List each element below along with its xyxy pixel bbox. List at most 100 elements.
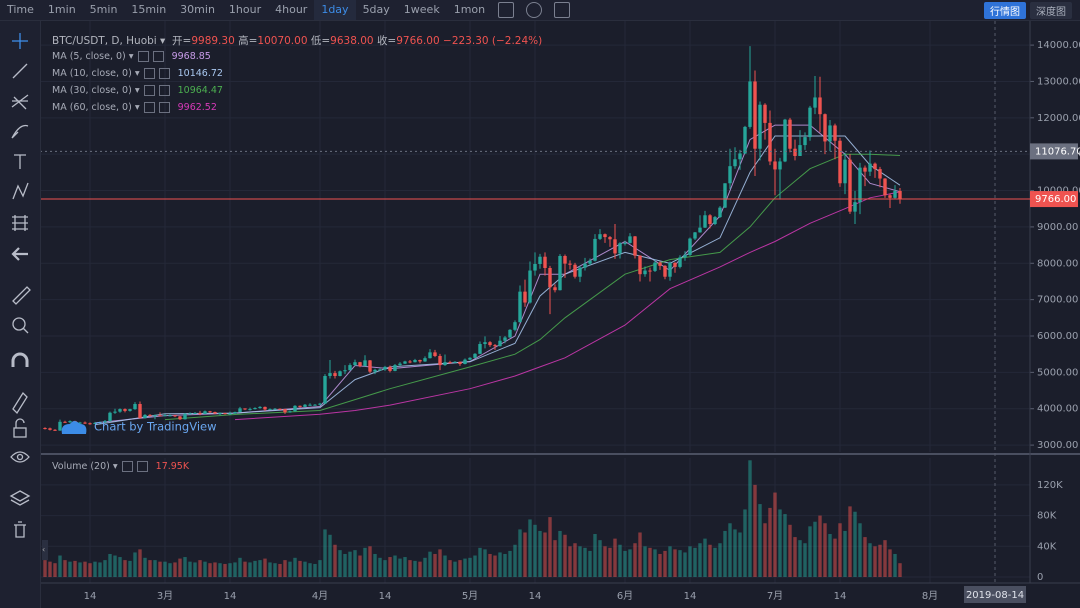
- volume-bar: [678, 550, 682, 578]
- fib-tool[interactable]: [11, 94, 29, 110]
- interval-button[interactable]: 1week: [403, 3, 440, 16]
- ohlc-value: 9989.30: [191, 35, 235, 47]
- close-box[interactable]: [158, 85, 170, 96]
- candle-body: [308, 404, 312, 406]
- volume-bar: [278, 563, 282, 578]
- volume-bar: [758, 504, 762, 578]
- pencil-lock-tool[interactable]: [12, 391, 28, 415]
- volume-bar: [188, 561, 192, 578]
- volume-bar: [393, 555, 397, 578]
- brush-tool[interactable]: [11, 124, 29, 139]
- interval-button[interactable]: 1mon: [453, 3, 486, 16]
- candle-body: [883, 178, 887, 196]
- eye-tool[interactable]: [10, 451, 30, 463]
- candle-body: [673, 262, 677, 267]
- collapse-handle[interactable]: ‹: [42, 540, 48, 560]
- text-tool[interactable]: [14, 154, 26, 169]
- volume-bar: [203, 561, 207, 578]
- view-button[interactable]: 深度图: [1030, 2, 1072, 19]
- close-box[interactable]: [152, 51, 164, 62]
- candle-body: [838, 140, 842, 184]
- interval-button[interactable]: 4hour: [275, 3, 308, 16]
- interval-button[interactable]: 5min: [89, 3, 118, 16]
- pattern-tool[interactable]: [12, 182, 29, 200]
- interval-button[interactable]: 15min: [131, 3, 167, 16]
- trend-line-tool[interactable]: [12, 63, 28, 79]
- settings-box[interactable]: [143, 102, 155, 113]
- lock-tool[interactable]: [13, 418, 27, 438]
- interval-button[interactable]: Time: [7, 3, 34, 16]
- interval-button[interactable]: 30min: [180, 3, 215, 16]
- candle-body: [343, 370, 347, 372]
- candle-body: [128, 409, 132, 411]
- volume-bar: [693, 547, 697, 578]
- close-box[interactable]: [158, 102, 170, 113]
- back-tool[interactable]: [11, 247, 28, 261]
- candle-body: [893, 190, 897, 198]
- prediction-tool[interactable]: [12, 215, 28, 231]
- candle-body: [843, 159, 847, 184]
- candle-body: [248, 409, 252, 411]
- candle-body: [743, 126, 747, 154]
- volume-bar: [718, 543, 722, 578]
- y-tick-label: 14000.00: [1037, 40, 1080, 51]
- candle-body: [63, 421, 67, 423]
- settings-box[interactable]: [137, 51, 149, 62]
- volume-bar: [663, 550, 667, 578]
- x-tick-label: 5月: [462, 590, 478, 602]
- crosshair-tool[interactable]: [12, 33, 28, 49]
- volume-bar: [488, 553, 492, 578]
- interval-button[interactable]: 1hour: [228, 3, 262, 16]
- volume-bar: [603, 546, 607, 578]
- volume-bar: [768, 507, 772, 578]
- x-tick-label: 14: [84, 591, 97, 602]
- symbol[interactable]: BTC/USDT, D, Huobi: [52, 35, 157, 47]
- interval-button[interactable]: 1day: [314, 0, 356, 20]
- indicator-name: MA (60, close, 0): [52, 102, 132, 113]
- zoom-tool[interactable]: [12, 317, 29, 334]
- compare-icon[interactable]: [498, 2, 515, 18]
- volume-bar: [368, 546, 372, 578]
- settings-icon[interactable]: [526, 2, 543, 18]
- y-tick-label: 40K: [1037, 541, 1057, 552]
- volume-bar: [323, 529, 327, 578]
- candle-body: [93, 422, 97, 424]
- close-box[interactable]: [136, 461, 148, 472]
- magnet-tool[interactable]: [11, 352, 29, 367]
- interval-button[interactable]: 5day: [362, 3, 390, 16]
- volume-bar: [658, 553, 662, 578]
- candle-body: [508, 329, 512, 338]
- candle-body: [388, 366, 392, 371]
- settings-box[interactable]: [143, 68, 155, 79]
- volume-bar: [68, 561, 72, 578]
- layers-tool[interactable]: [9, 490, 31, 506]
- volume-bar: [173, 562, 177, 578]
- fullscreen-icon[interactable]: [554, 2, 571, 18]
- candle-body: [363, 360, 367, 367]
- trash-tool[interactable]: [14, 521, 26, 538]
- ruler-tool[interactable]: [12, 286, 31, 305]
- candle-body: [643, 270, 647, 275]
- volume-bar: [158, 561, 162, 578]
- view-button[interactable]: 行情图: [984, 2, 1026, 19]
- volume-bar: [153, 560, 157, 578]
- ohlc-label: 低=: [310, 35, 331, 47]
- candle-body: [58, 421, 62, 431]
- ohlc-label: 高=: [238, 35, 258, 47]
- volume-bar: [638, 532, 642, 578]
- volume-bar: [293, 557, 297, 578]
- interval-button[interactable]: 1min: [47, 3, 76, 16]
- candle-body: [278, 408, 282, 410]
- close-box[interactable]: [158, 68, 170, 79]
- candle-body: [653, 262, 657, 271]
- candle-body: [323, 376, 327, 404]
- settings-box[interactable]: [121, 461, 133, 472]
- volume-bar: [148, 560, 152, 578]
- volume-bar: [283, 560, 287, 578]
- volume-bar: [138, 549, 142, 578]
- volume-bar: [683, 552, 687, 578]
- settings-box[interactable]: [143, 85, 155, 96]
- volume-bar: [183, 557, 187, 578]
- volume-bar: [528, 519, 532, 578]
- volume-bar: [163, 561, 167, 578]
